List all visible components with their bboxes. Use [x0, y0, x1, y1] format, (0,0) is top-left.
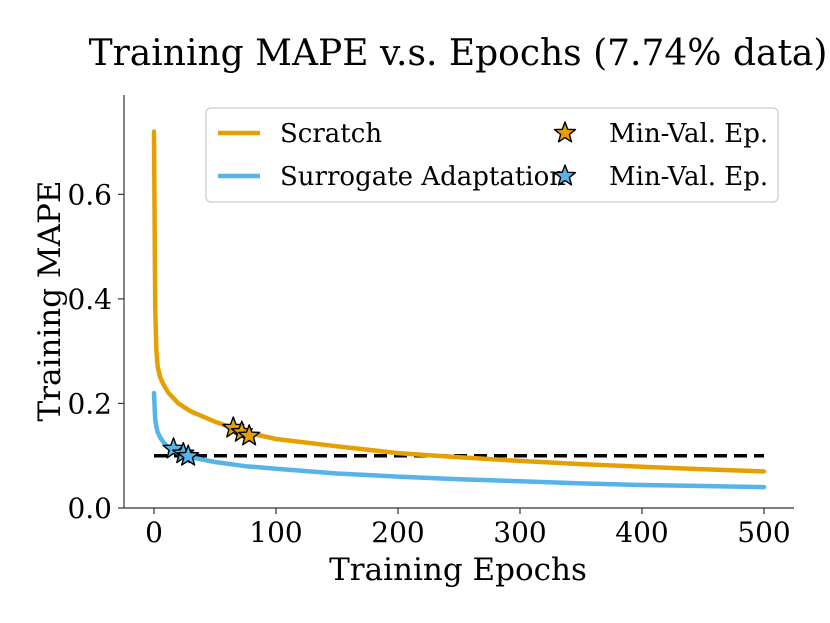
x-axis-label: Training Epochs: [329, 552, 587, 588]
marker-layer: [162, 416, 261, 466]
legend-label: Scratch: [280, 119, 382, 149]
min-val-star-marker: [176, 444, 200, 466]
legend-star-swatch: [553, 121, 577, 143]
legend-label: Min-Val. Ep.: [609, 162, 768, 192]
legend-label: Min-Val. Ep.: [609, 119, 768, 149]
min-val-star-marker: [237, 424, 261, 446]
legend: Scratch Min-Val. Ep. Surrogate Adaptation M…: [205, 107, 779, 203]
x-tick-label: 0: [145, 516, 163, 549]
chart-title: Training MAPE v.s. Epochs (7.74% data): [89, 33, 828, 74]
legend-frame: [205, 107, 779, 203]
x-tick-label: 500: [737, 516, 790, 549]
y-tick-label: 0.6: [67, 178, 112, 211]
min-val-star-marker: [162, 437, 185, 459]
y-tick-label: 0.0: [67, 492, 112, 525]
y-tick-label: 0.4: [67, 283, 112, 316]
x-tick-label: 200: [371, 516, 424, 549]
tick-layer: 0 100 200 300 400 500 0.0 0.2 0.4 0.6: [67, 178, 790, 549]
x-tick-label: 100: [249, 516, 302, 549]
y-tick-label: 0.2: [67, 387, 112, 420]
x-tick-label: 300: [493, 516, 546, 549]
y-axis-label: Training MAPE: [32, 180, 68, 421]
x-tick-label: 400: [615, 516, 668, 549]
legend-label: Surrogate Adaptation: [280, 162, 566, 192]
series-line-surrogate-adaptation: [151, 390, 767, 490]
legend-star-swatch: [553, 164, 577, 186]
